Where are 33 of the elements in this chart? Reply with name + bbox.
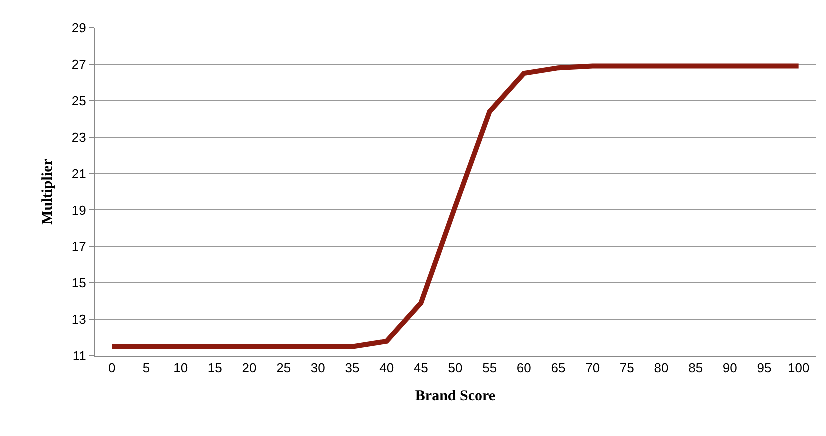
- x-tick-label: 50: [448, 360, 463, 376]
- x-tick-label: 85: [688, 360, 704, 376]
- y-tick-label: 23: [72, 130, 86, 145]
- y-tick-label: 15: [72, 276, 86, 291]
- x-tick-label: 35: [345, 360, 360, 376]
- x-tick-label: 70: [586, 360, 600, 376]
- x-tick-label: 20: [242, 360, 257, 376]
- x-tick-label: 65: [551, 360, 566, 376]
- y-tick-label: 27: [72, 56, 86, 72]
- x-tick-label: 45: [414, 360, 428, 376]
- x-tick-label: 40: [380, 360, 394, 376]
- x-tick-label: 75: [620, 360, 634, 376]
- x-tick-label: 60: [516, 360, 532, 376]
- y-tick-label: 21: [72, 166, 86, 182]
- x-tick-label: 30: [310, 360, 326, 376]
- x-axis-title: Brand Score: [415, 388, 496, 405]
- x-tick-label: 100: [788, 360, 810, 376]
- x-tick-label: 55: [482, 360, 498, 376]
- x-tick-label: 15: [208, 360, 222, 376]
- y-tick-label: 11: [72, 348, 86, 364]
- x-tick-label: 90: [722, 360, 738, 376]
- y-tick-label: 13: [72, 312, 86, 328]
- x-tick-label: 0: [108, 360, 116, 376]
- x-tick-label: 95: [757, 360, 772, 376]
- x-tick-label: 25: [276, 360, 292, 376]
- y-tick-label: 19: [72, 202, 86, 218]
- y-tick-label: 17: [72, 239, 86, 254]
- y-axis-title: Multiplier: [40, 158, 56, 225]
- x-tick-label: 10: [174, 360, 188, 376]
- y-tick-label: 29: [72, 20, 86, 36]
- x-tick-label: 5: [142, 360, 150, 376]
- x-tick-label: 80: [654, 360, 669, 376]
- y-tick-label: 25: [72, 93, 86, 108]
